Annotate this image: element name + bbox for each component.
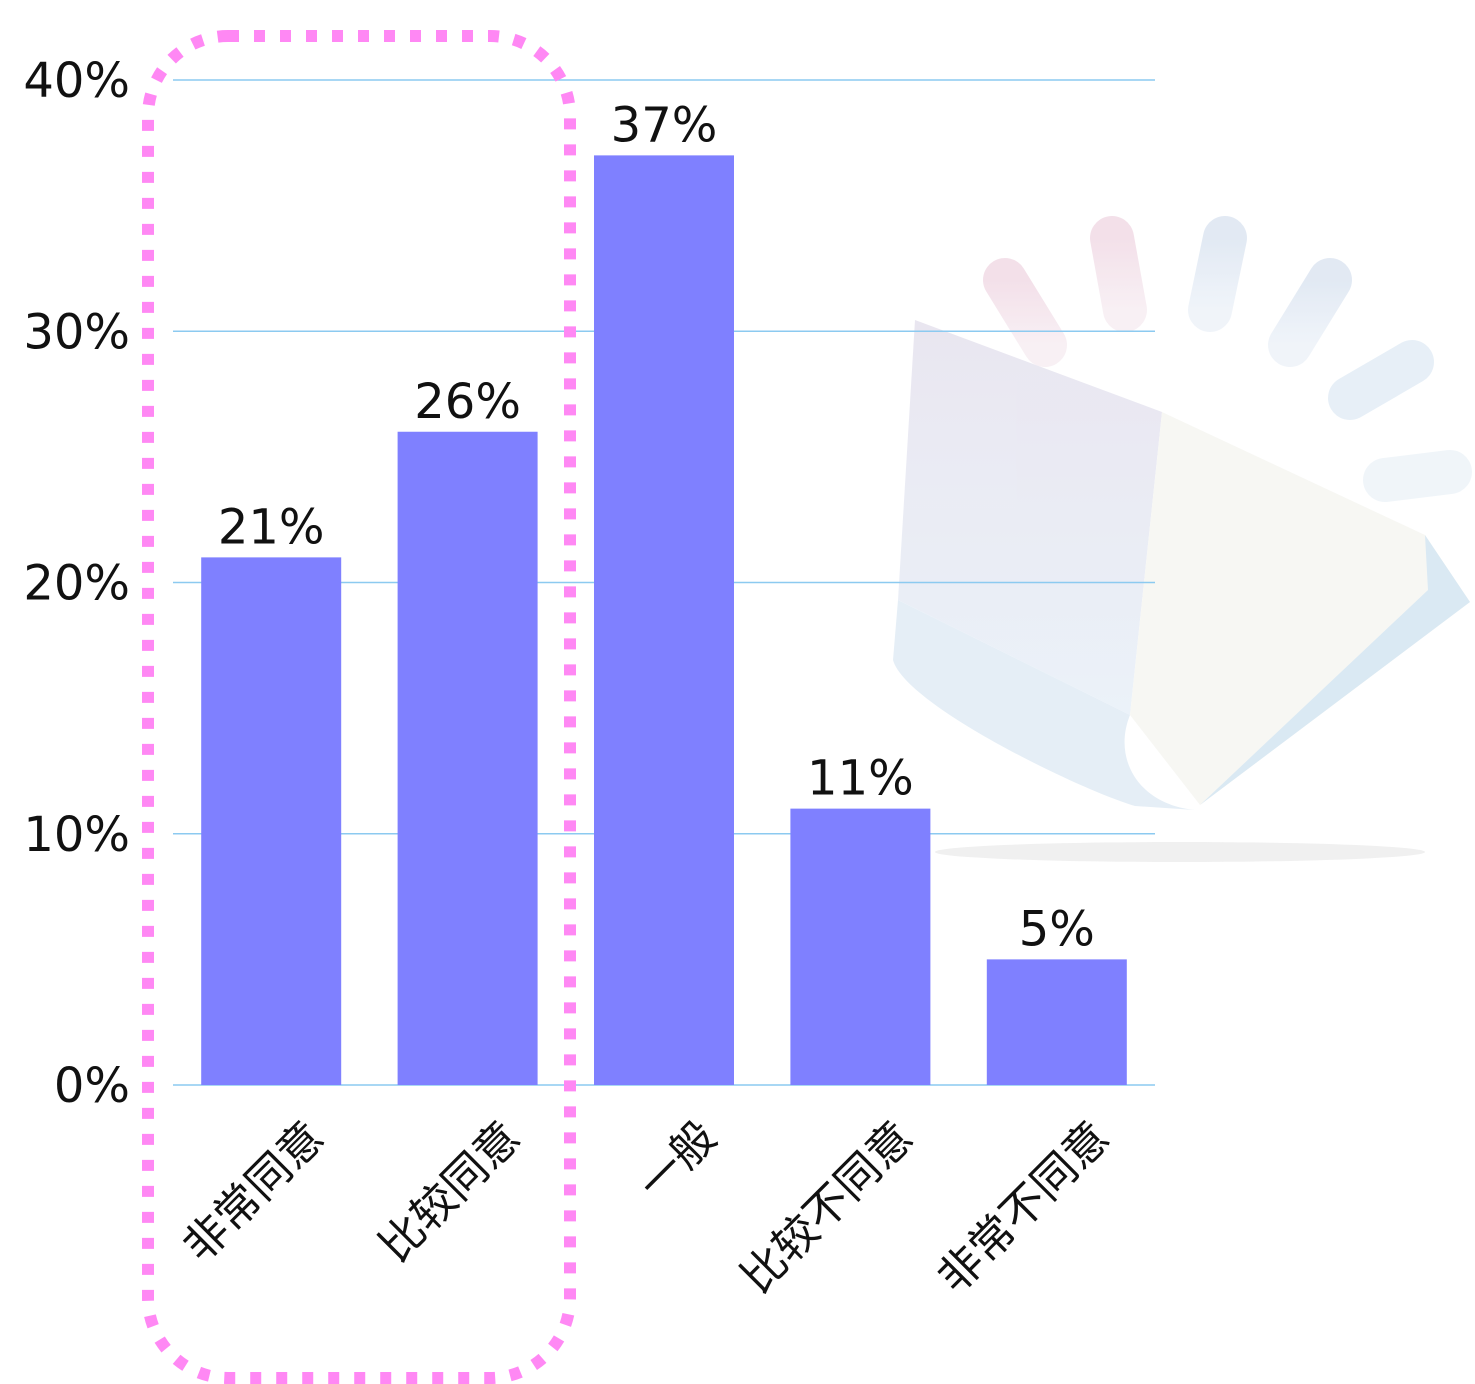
y-tick-label: 20% [23, 556, 130, 612]
book-illustration [893, 216, 1472, 862]
category-label: 比较不同意 [732, 1112, 924, 1304]
bar [594, 155, 734, 1085]
y-tick-label: 10% [23, 807, 130, 863]
y-tick-label: 40% [23, 53, 130, 109]
category-label: 比较同意 [370, 1112, 531, 1273]
category-label: 非常不同意 [928, 1112, 1120, 1304]
highlight-box [142, 30, 576, 1384]
bar [201, 557, 342, 1085]
data-label: 11% [807, 751, 914, 807]
bars [201, 155, 1127, 1085]
y-tick-label: 30% [23, 304, 130, 360]
bar [790, 808, 931, 1085]
data-labels: 21% 26% 37% 11% 5% [218, 97, 1095, 957]
data-label: 37% [611, 97, 718, 153]
bar [986, 959, 1127, 1085]
category-label: 一般 [628, 1112, 726, 1210]
light-ray-icon [983, 216, 1472, 502]
y-axis-ticks: 0% 10% 20% 30% 40% [23, 53, 130, 1114]
category-labels: 非常同意 比较同意 一般 比较不同意 非常不同意 [173, 1112, 1119, 1304]
bar [397, 431, 538, 1085]
y-tick-label: 0% [54, 1058, 130, 1114]
data-label: 26% [414, 374, 521, 430]
data-label: 5% [1019, 901, 1095, 957]
category-label: 非常同意 [173, 1112, 334, 1273]
data-label: 21% [218, 499, 325, 555]
